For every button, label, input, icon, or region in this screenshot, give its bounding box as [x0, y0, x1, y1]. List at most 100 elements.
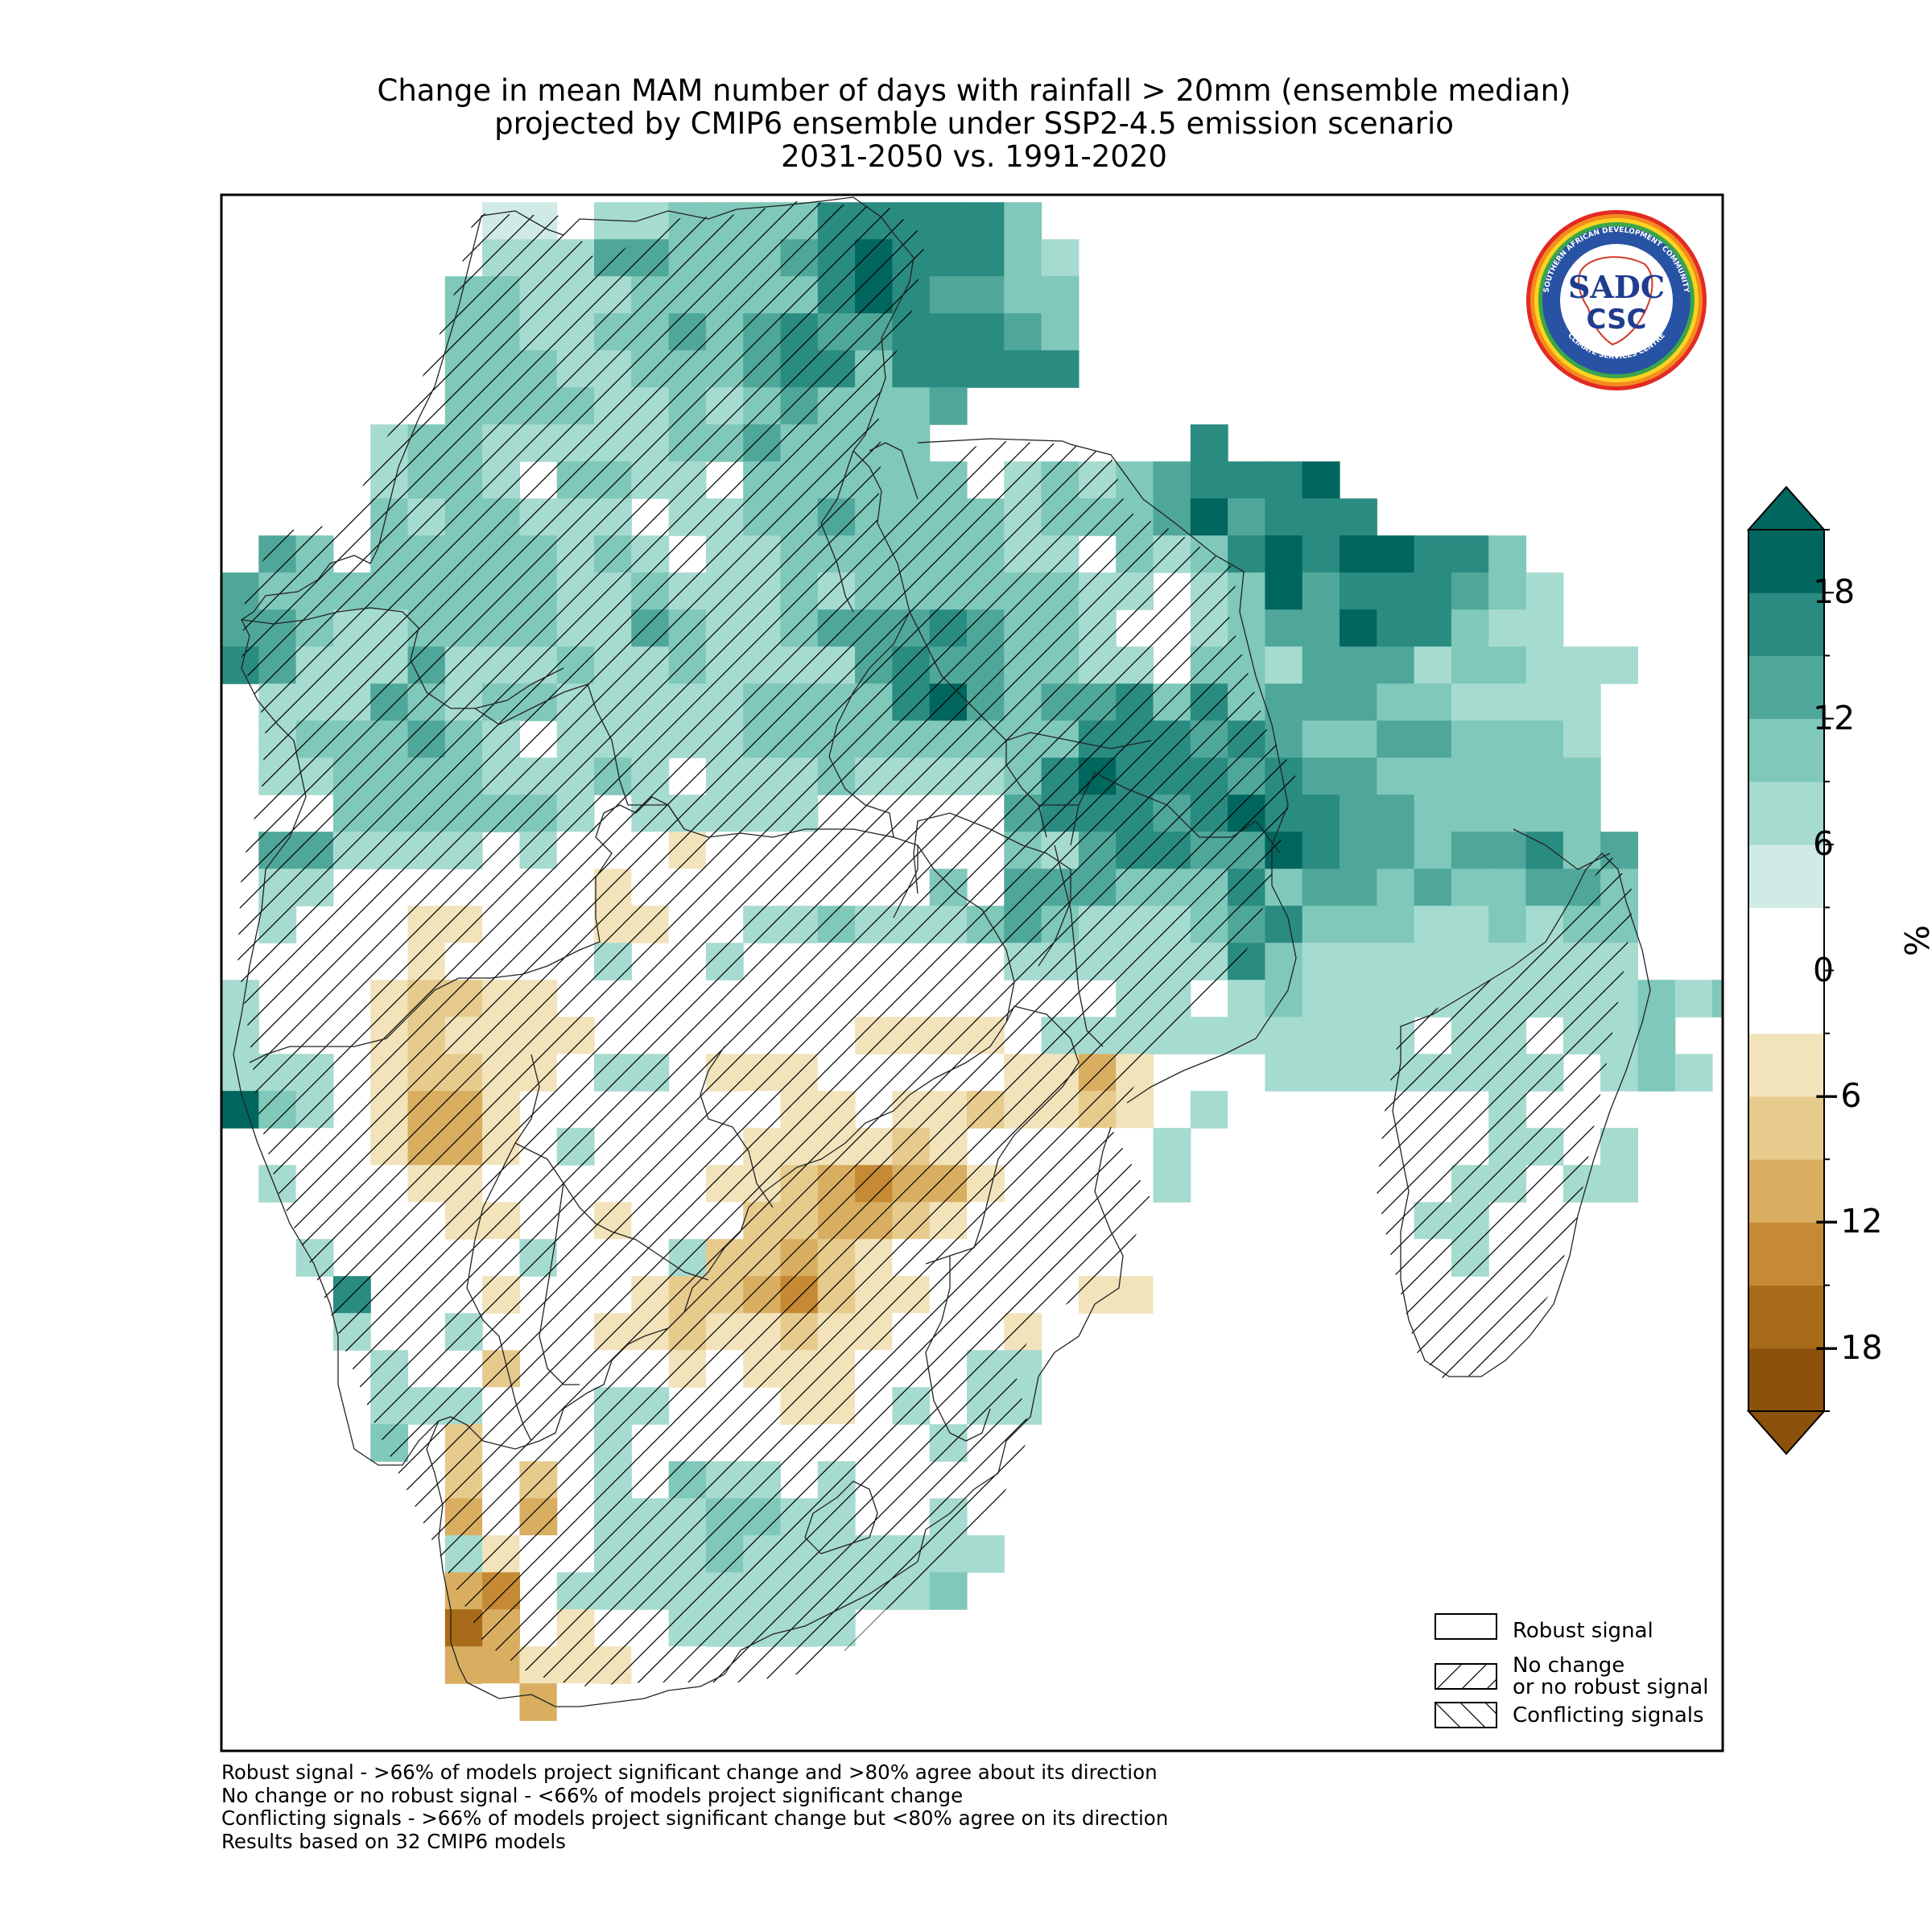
grid-cell [556, 1683, 595, 1721]
grid-cell [929, 239, 968, 277]
grid-cell [1041, 350, 1080, 388]
grid-cell [1190, 424, 1228, 462]
grid-cell [1414, 869, 1452, 906]
colorbar-tick-label: 0 [1813, 950, 1835, 989]
grid-cell [967, 276, 1005, 314]
grid-cell [1563, 795, 1601, 832]
grid-cell [1525, 720, 1564, 758]
grid-cell [1116, 461, 1154, 499]
colorbar-bins [1748, 530, 1824, 1412]
grid-cell [892, 424, 931, 462]
grid-cell [444, 1646, 483, 1684]
grid-cell [1451, 869, 1489, 906]
grid-cell [1563, 720, 1601, 758]
grid-cell [1302, 1054, 1340, 1092]
grid-cell [1414, 646, 1452, 684]
grid-cell [1600, 646, 1638, 684]
grid-cell [1302, 758, 1340, 795]
grid-cell [1600, 1276, 1638, 1314]
grid-cell [482, 1683, 520, 1721]
colorbar-extend-bottom [1746, 1410, 1827, 1455]
grid-cell [1377, 795, 1415, 832]
grid-cell [1265, 646, 1303, 684]
grid-cell [1451, 795, 1489, 832]
grid-cell [967, 1535, 1005, 1573]
grid-cell [1340, 609, 1377, 647]
map-frame [220, 193, 1724, 1752]
grid-cell [1377, 758, 1415, 795]
grid-cell [1228, 461, 1265, 499]
grid-cell [1004, 313, 1042, 351]
grid-cell [1265, 572, 1303, 610]
grid-cell [1377, 943, 1415, 980]
grid-cell [1451, 720, 1489, 758]
grid-cell [1488, 720, 1527, 758]
country-borders [233, 196, 1651, 1707]
title-line-3: 2031-2050 vs. 1991-2020 [781, 139, 1167, 174]
grid-cell [1116, 1276, 1154, 1314]
grid-cell [1451, 572, 1489, 610]
chart-title: Change in mean MAM number of days with r… [221, 74, 1727, 173]
grid-cell [1190, 461, 1228, 499]
grid-cell [1004, 350, 1042, 388]
grid-cell [1488, 869, 1527, 906]
legend-label-robust: Robust signal [1513, 1619, 1653, 1643]
hatching-overlay [237, 201, 1634, 1686]
grid-cell [1265, 683, 1303, 721]
grid-cell [1004, 239, 1042, 277]
grid-cell [1153, 1128, 1191, 1166]
grid-cell [1302, 906, 1340, 943]
logo-monogram-top: SADC [1568, 269, 1665, 305]
colorbar-bin [1748, 1159, 1824, 1223]
grid-cell [1340, 758, 1377, 795]
grid-cell [1488, 646, 1527, 684]
grid-cell [967, 202, 1005, 240]
grid-cell [1302, 832, 1340, 869]
grid-cell [1377, 609, 1415, 647]
footnote-robust: Robust signal - >66% of models project s… [221, 1761, 1158, 1784]
grid-cell [1265, 609, 1303, 647]
grid-cell [519, 1683, 558, 1721]
grid-cell [1488, 832, 1527, 869]
footnote-models: Results based on 32 CMIP6 models [221, 1829, 566, 1853]
grid-cell [1340, 906, 1377, 943]
grid-cell [1302, 646, 1340, 684]
footnote-conflicting: Conflicting signals - >66% of models pro… [221, 1806, 1169, 1830]
grid-cell [1377, 720, 1415, 758]
grid-cell [1004, 276, 1042, 314]
grid-cell [1451, 646, 1489, 684]
grid-cell [1153, 1276, 1191, 1314]
footnote-no-change: No change or no robust signal - <66% of … [221, 1783, 964, 1807]
grid-cell [1340, 572, 1377, 610]
grid-cell [1302, 1017, 1340, 1055]
grid-cell [1153, 1165, 1191, 1203]
grid-cell [1377, 535, 1415, 573]
grid-cell [1488, 906, 1527, 943]
grid-cell [1153, 461, 1191, 499]
grid-cell [1302, 720, 1340, 758]
colorbar-bin [1748, 1285, 1824, 1349]
colorbar-bin [1748, 907, 1824, 1034]
grid-cell [1563, 646, 1601, 684]
grid-cell [1340, 1054, 1377, 1092]
grid-cell [1302, 980, 1340, 1018]
grid-cell [967, 313, 1005, 351]
grid-cell [1265, 1054, 1303, 1092]
colorbar-bin [1748, 1348, 1824, 1412]
grid-cell [1302, 498, 1340, 536]
colorbar-unit-label: % [1898, 925, 1932, 956]
grid-cell [1674, 1054, 1713, 1092]
grid-cell [1302, 795, 1340, 832]
legend-label-no-change-line2: or no robust signal [1513, 1675, 1709, 1699]
grid-cell [1377, 906, 1415, 943]
grid-cell [1377, 832, 1415, 869]
grid-cell [892, 387, 931, 425]
grid-cell [1563, 1313, 1601, 1351]
grid-cell [929, 387, 968, 425]
legend-label-no-change-line1: No change [1513, 1653, 1625, 1678]
grid-cell [929, 202, 968, 240]
colorbar-tick-label: −6 [1813, 1075, 1862, 1115]
grid-cell [1302, 683, 1340, 721]
grid-cell [1637, 1276, 1676, 1314]
